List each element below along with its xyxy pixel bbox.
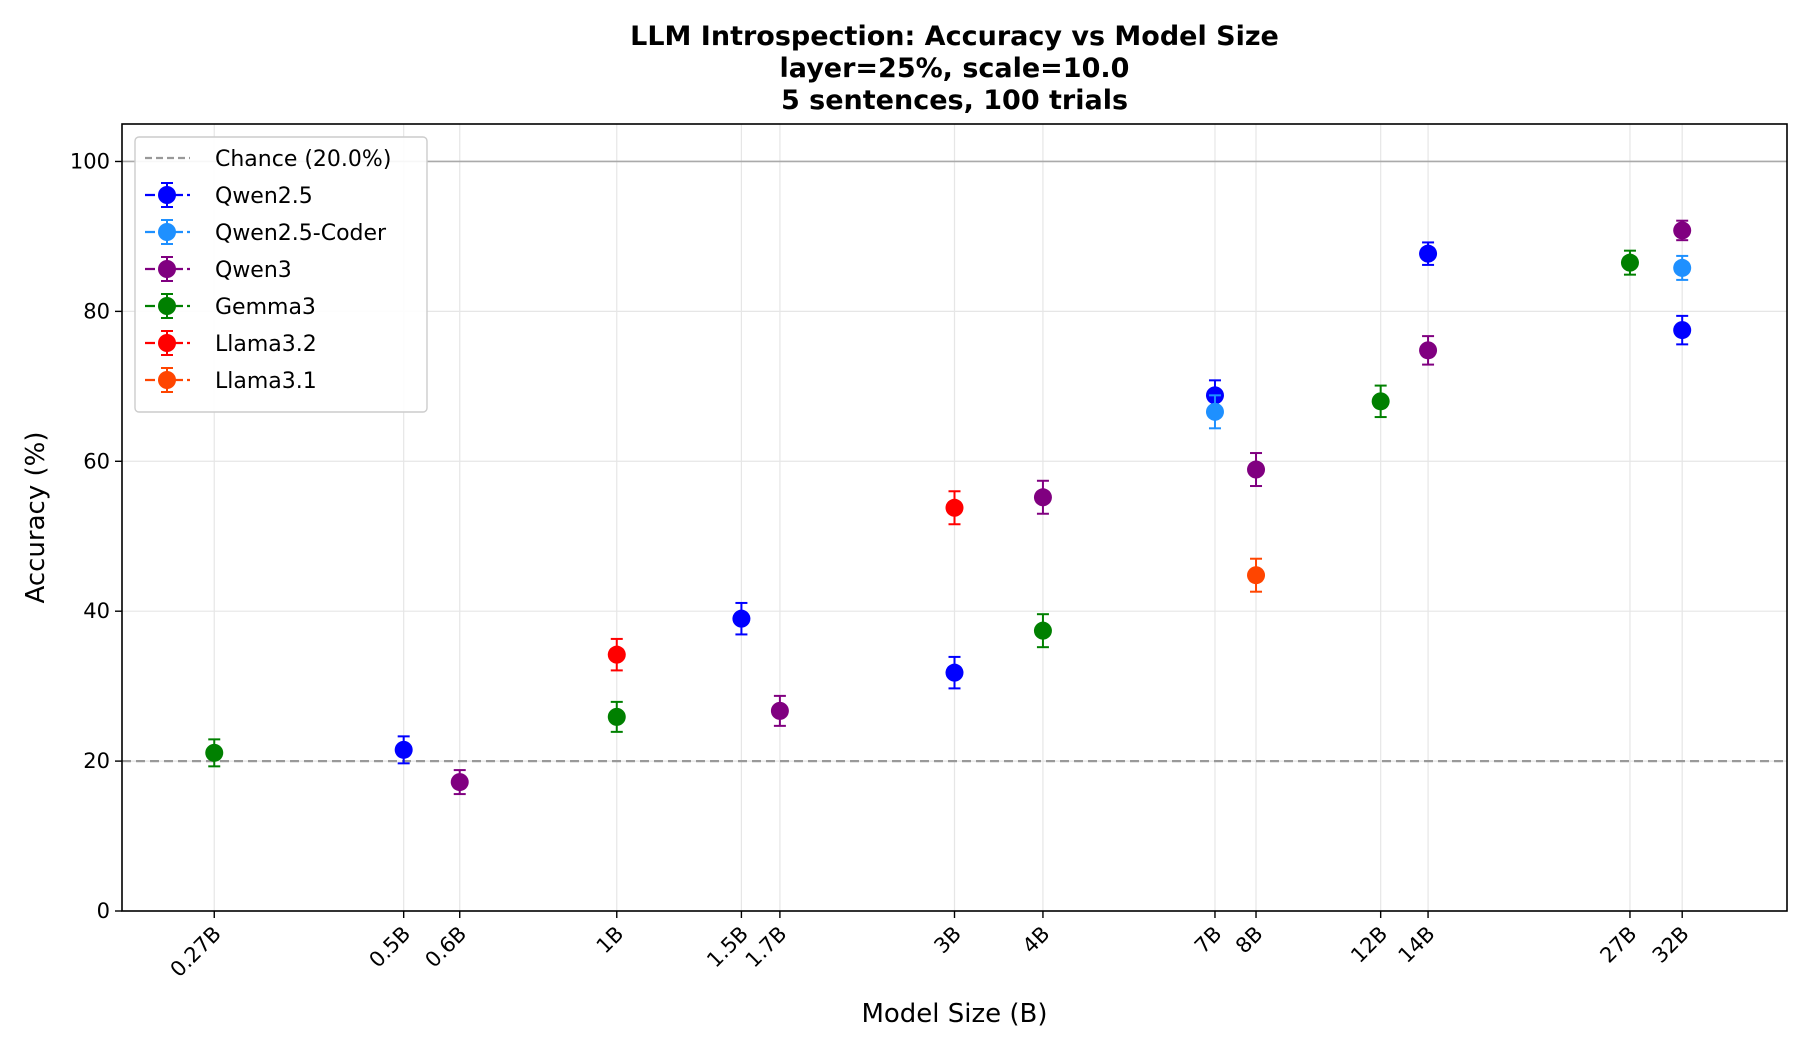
legend-label: Llama3.1 — [215, 369, 317, 394]
data-marker — [1673, 258, 1692, 277]
legend-label: Llama3.2 — [215, 332, 317, 357]
data-marker — [1419, 341, 1438, 360]
chart-title-line: LLM Introspection: Accuracy vs Model Siz… — [630, 21, 1279, 52]
data-point-Qwen3 — [1033, 479, 1052, 515]
data-marker — [945, 498, 964, 517]
data-point-Qwen2.5-Coder — [1205, 394, 1224, 430]
data-marker — [1033, 621, 1052, 640]
data-point-Qwen3 — [1247, 452, 1266, 488]
legend-entry: Llama3.2 — [145, 330, 317, 357]
y-tick-label: 0 — [97, 899, 110, 923]
data-point-Qwen2.5 — [732, 601, 751, 636]
chart-title: LLM Introspection: Accuracy vs Model Siz… — [630, 21, 1279, 116]
data-point-Qwen3 — [1673, 219, 1692, 242]
chart-title-line: 5 sentences, 100 trials — [781, 85, 1128, 116]
data-marker — [1247, 460, 1266, 479]
data-marker — [607, 707, 626, 726]
legend-label: Qwen2.5-Coder — [215, 221, 387, 246]
legend-label: Qwen2.5 — [215, 184, 313, 209]
data-point-Gemma3 — [607, 700, 626, 733]
data-marker — [732, 609, 751, 628]
data-point-Qwen3 — [1419, 335, 1438, 366]
data-marker — [205, 743, 224, 762]
data-marker — [394, 740, 413, 759]
data-marker — [1247, 566, 1266, 585]
y-axis-label: Accuracy (%) — [21, 432, 51, 604]
legend-entry: Llama3.1 — [145, 367, 317, 394]
data-point-Qwen3 — [450, 769, 469, 796]
data-point-Qwen2.5 — [1419, 241, 1438, 266]
data-marker — [770, 701, 789, 720]
y-tick-label: 40 — [83, 599, 110, 623]
y-axis-ticks: 0 20 40 60 80 100 — [70, 149, 122, 923]
data-point-Gemma3 — [1033, 613, 1052, 649]
data-marker — [1620, 253, 1639, 272]
y-tick-label: 20 — [83, 749, 110, 773]
data-point-Qwen2.5 — [1673, 314, 1692, 346]
data-point-Llama3.1 — [1247, 557, 1266, 593]
legend-marker — [158, 260, 176, 278]
data-point-Gemma3 — [1371, 384, 1390, 419]
legend-box — [134, 136, 428, 413]
legend-label: Qwen3 — [215, 258, 292, 283]
y-tick-label: 100 — [70, 149, 110, 173]
legend-marker — [158, 186, 176, 204]
data-marker — [945, 663, 964, 682]
legend-entry: Qwen2.5 — [145, 182, 313, 209]
legend-marker — [158, 334, 176, 352]
legend-marker — [158, 297, 176, 315]
legend-label: Chance (20.0%) — [215, 147, 391, 172]
legend-entry: Chance (20.0%) — [145, 147, 391, 172]
legend-marker — [158, 223, 176, 241]
data-marker — [1371, 392, 1390, 411]
legend-marker — [158, 371, 176, 389]
legend-label: Gemma3 — [215, 295, 316, 320]
data-point-Qwen3 — [770, 694, 789, 727]
data-marker — [1205, 402, 1224, 421]
data-marker — [1673, 221, 1692, 240]
chart-title-line: layer=25%, scale=10.0 — [780, 53, 1130, 84]
data-marker — [1419, 244, 1438, 263]
data-marker — [1033, 488, 1052, 507]
data-point-Llama3.2 — [945, 490, 964, 526]
legend: Chance (20.0%) Qwen2.5 Qwen2.5-Coder Qwen3 G… — [134, 136, 428, 413]
data-points — [205, 219, 1692, 796]
legend-entry: Qwen2.5-Coder — [145, 219, 387, 246]
x-axis-label: Model Size (B) — [861, 999, 1047, 1029]
y-tick-label: 80 — [83, 299, 110, 323]
y-tick-label: 60 — [83, 449, 110, 473]
data-point-Qwen2.5-Coder — [1673, 254, 1692, 281]
data-point-Qwen2.5 — [394, 735, 413, 765]
data-marker — [607, 645, 626, 664]
legend-entry: Gemma3 — [145, 293, 316, 320]
data-marker — [450, 773, 469, 792]
data-point-Gemma3 — [1620, 249, 1639, 276]
data-point-Qwen2.5 — [945, 655, 964, 690]
data-point-Llama3.2 — [607, 637, 626, 672]
data-point-Gemma3 — [205, 738, 224, 768]
data-marker — [1673, 321, 1692, 340]
legend-entry: Qwen3 — [145, 256, 292, 283]
